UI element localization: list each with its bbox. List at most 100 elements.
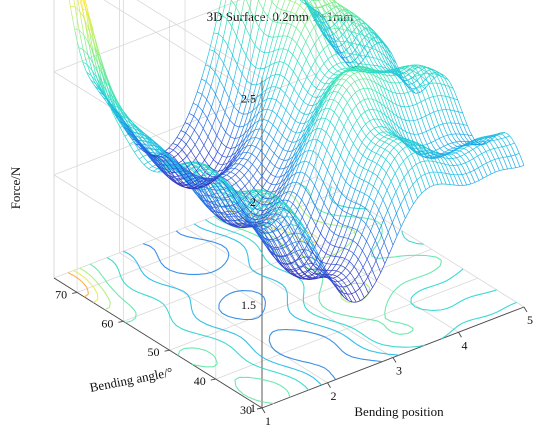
mesh-segment	[356, 289, 359, 292]
mesh-segment	[307, 264, 311, 265]
mesh-segment	[236, 112, 239, 122]
mesh-segment	[469, 150, 472, 152]
mesh-segment	[198, 151, 201, 156]
mesh-segment	[343, 287, 346, 288]
mesh-segment	[396, 167, 399, 172]
mesh-segment	[313, 132, 316, 140]
mesh-segment	[239, 131, 242, 139]
mesh-segment	[333, 87, 336, 92]
mesh-segment	[299, 88, 302, 95]
mesh-segment	[72, 13, 75, 29]
mesh-segment	[444, 173, 447, 174]
mesh-segment	[358, 221, 361, 229]
mesh-segment	[325, 232, 328, 240]
mesh-segment	[379, 66, 382, 67]
mesh-segment	[441, 84, 444, 85]
mesh-segment	[231, 169, 234, 172]
mesh-segment	[397, 105, 400, 106]
mesh-segment	[498, 139, 501, 140]
mesh-segment	[390, 245, 393, 252]
mesh-segment	[384, 213, 387, 220]
mesh-segment	[195, 165, 198, 166]
mesh-segment	[375, 152, 378, 157]
mesh-segment	[393, 239, 396, 246]
mesh-segment	[281, 46, 284, 55]
mesh-segment	[384, 258, 387, 265]
mesh-segment	[300, 117, 303, 124]
mesh-segment	[397, 206, 400, 212]
mesh-segment	[200, 76, 203, 85]
mesh-segment	[383, 174, 386, 180]
mesh-segment	[421, 161, 424, 162]
mesh-segment	[368, 141, 371, 145]
mesh-segment	[349, 243, 352, 250]
mesh-segment	[274, 131, 277, 138]
mesh-segment	[364, 160, 367, 167]
mesh-segment	[348, 131, 351, 137]
mesh-segment	[269, 126, 272, 133]
mesh-segment	[380, 132, 383, 133]
mesh-segment	[268, 185, 271, 190]
mesh-segment	[309, 98, 312, 104]
mesh-segment	[462, 163, 465, 164]
mesh-segment	[317, 82, 320, 87]
mesh-segment	[494, 148, 497, 149]
mesh-segment	[269, 58, 272, 68]
mesh-segment	[271, 65, 274, 75]
mesh-segment	[208, 109, 211, 117]
mesh-segment	[361, 100, 364, 102]
mesh-segment	[417, 102, 420, 103]
mesh-segment	[329, 67, 332, 70]
mesh-segment	[283, 110, 286, 117]
mesh-segment	[327, 244, 330, 251]
mesh-segment	[341, 167, 344, 175]
mesh-segment	[212, 174, 216, 175]
mesh-segment	[232, 140, 235, 147]
mesh-segment	[449, 134, 452, 135]
mesh-segment	[321, 226, 324, 234]
mesh-segment	[382, 149, 385, 154]
mesh-segment	[178, 141, 181, 145]
mesh-segment	[369, 163, 372, 170]
mesh-segment	[366, 133, 369, 137]
mesh-segment	[255, 122, 258, 129]
mesh-segment	[336, 159, 339, 167]
mesh-segment	[254, 134, 257, 140]
mesh-segment	[222, 214, 225, 215]
mesh-segment	[297, 124, 300, 131]
contour-line	[107, 187, 517, 390]
mesh-segment	[464, 147, 467, 149]
mesh-segment	[291, 109, 294, 116]
mesh-segment	[267, 49, 270, 60]
mesh-segment	[434, 185, 437, 186]
mesh-segment	[261, 71, 264, 82]
mesh-segment	[449, 148, 452, 149]
mesh-segment	[413, 78, 416, 80]
mesh-segment	[332, 150, 335, 158]
mesh-segment	[130, 143, 133, 145]
mesh-segment	[343, 122, 346, 128]
mesh-segment	[379, 203, 382, 210]
mesh-segment	[270, 38, 273, 49]
mesh-segment	[385, 232, 388, 239]
mesh-segment	[312, 184, 315, 192]
mesh-segment	[333, 277, 336, 278]
mesh-segment	[373, 145, 376, 149]
mesh-segment	[376, 141, 379, 145]
surface-mesh	[54, 0, 524, 302]
mesh-segment	[302, 192, 305, 199]
mesh-segment	[351, 178, 354, 186]
mesh-segment	[479, 166, 482, 168]
mesh-segment	[295, 214, 299, 220]
mesh-segment	[310, 29, 313, 34]
mesh-segment	[363, 261, 366, 267]
mesh-segment	[340, 96, 343, 101]
mesh-segment	[265, 150, 268, 156]
mesh-segment	[343, 182, 346, 191]
mesh-segment	[144, 163, 147, 165]
mesh-segment	[360, 184, 363, 192]
mesh-segment	[312, 275, 315, 277]
mesh-segment	[340, 128, 343, 135]
mesh-segment	[337, 266, 340, 270]
mesh-segment	[286, 240, 289, 243]
